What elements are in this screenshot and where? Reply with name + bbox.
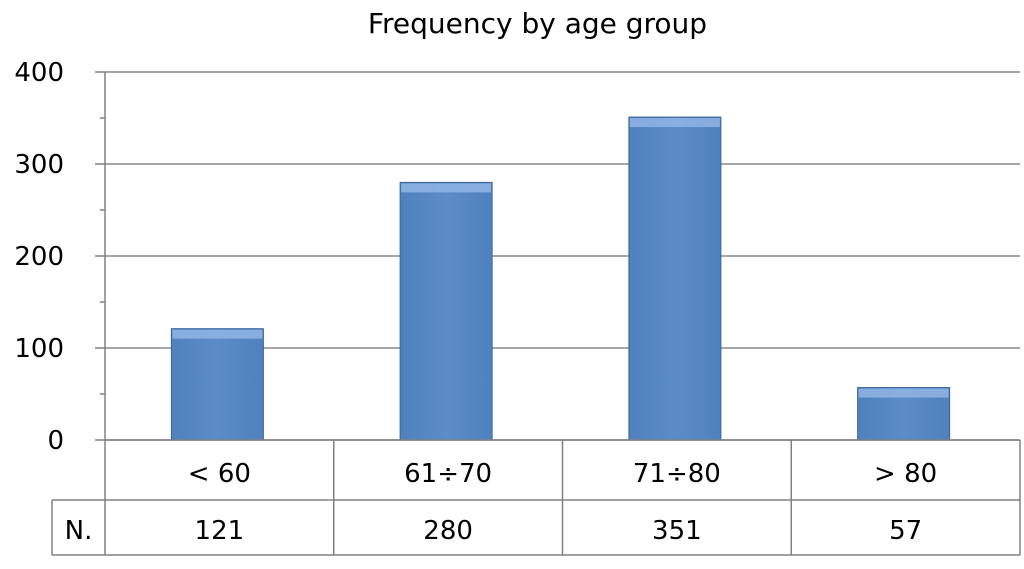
y-tick-label-300: 300 — [14, 150, 64, 180]
x-tick-label-0: < 60 — [188, 459, 251, 489]
table-value-3: 57 — [889, 516, 922, 546]
bar-0 — [170, 328, 264, 441]
table-row-label: N. — [65, 516, 93, 546]
x-tick-label-2: 71÷80 — [633, 459, 721, 489]
bar-top-highlight-1 — [401, 183, 492, 193]
y-tick-label-400: 400 — [14, 58, 64, 88]
bar-top-highlight-2 — [629, 118, 720, 128]
table-value-0: 121 — [195, 516, 245, 546]
table-value-2: 351 — [652, 516, 702, 546]
y-tick-label-0: 0 — [47, 426, 64, 456]
bar-1 — [399, 181, 493, 441]
chart-title: Frequency by age group — [368, 7, 707, 40]
y-tick-label-200: 200 — [14, 242, 64, 272]
x-tick-label-1: 61÷70 — [404, 459, 492, 489]
y-tick-label-100: 100 — [14, 334, 64, 364]
x-tick-label-3: > 80 — [874, 459, 937, 489]
table-value-1: 280 — [423, 516, 473, 546]
bar-top-highlight-0 — [172, 329, 263, 339]
bar-2 — [628, 116, 722, 441]
bar-top-highlight-3 — [858, 388, 949, 398]
